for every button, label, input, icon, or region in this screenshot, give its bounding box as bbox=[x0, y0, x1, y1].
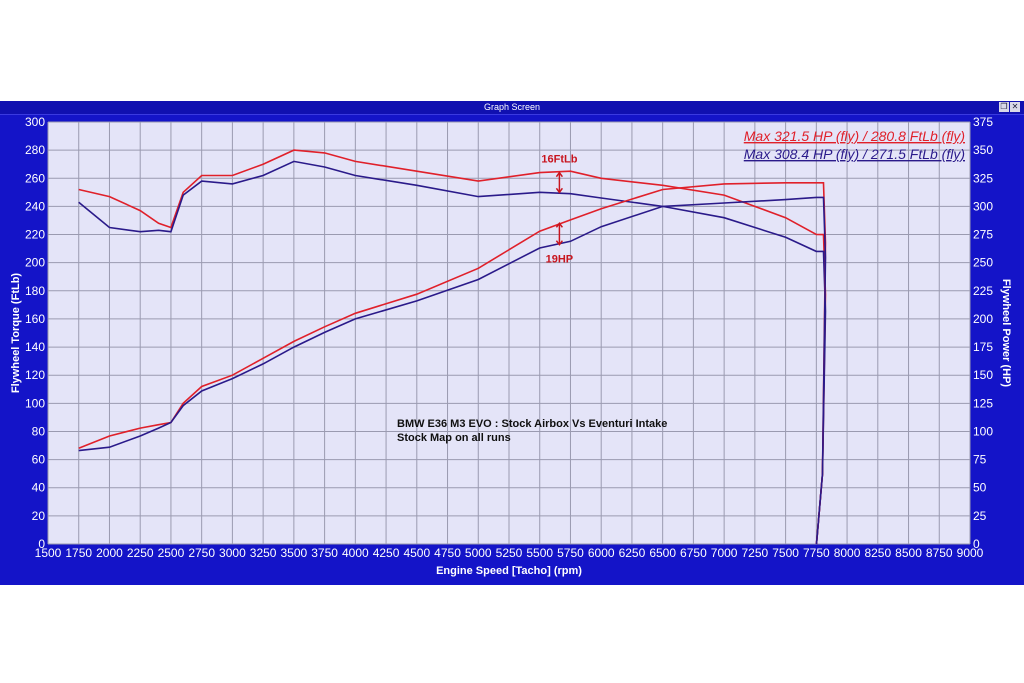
y2-tick-label: 375 bbox=[973, 115, 993, 129]
y2-tick-label: 175 bbox=[973, 340, 993, 354]
x-tick-label: 3750 bbox=[311, 546, 338, 560]
y-tick-label: 120 bbox=[25, 368, 45, 382]
x-tick-label: 8000 bbox=[834, 546, 861, 560]
series-line bbox=[78, 196, 827, 545]
x-tick-label: 6750 bbox=[680, 546, 707, 560]
y-tick-label: 100 bbox=[25, 396, 45, 410]
y-tick-label: 20 bbox=[32, 509, 46, 523]
x-tick-label: 2750 bbox=[188, 546, 215, 560]
torque-delta-label: 16FtLb bbox=[541, 154, 577, 166]
y-tick-label: 300 bbox=[25, 115, 45, 129]
x-tick-label: 2250 bbox=[127, 546, 154, 560]
close-icon[interactable]: ✕ bbox=[1010, 102, 1020, 112]
y2-tick-label: 150 bbox=[973, 368, 993, 382]
x-tick-label: 1750 bbox=[65, 546, 92, 560]
graph-window: Graph Screen ❐ ✕ 1500 1750 2000 2250 2500 275… bbox=[0, 101, 1024, 585]
y-tick-label: 180 bbox=[25, 284, 45, 298]
legend-blue: Max 308.4 HP (fly) / 271.5 FtLb (fly) bbox=[744, 146, 965, 162]
y-tick-label: 200 bbox=[25, 256, 45, 270]
y-tick-label: 0 bbox=[38, 537, 45, 551]
y2-axis-title: Flywheel Power (HP) bbox=[1000, 279, 1012, 388]
y-tick-label: 40 bbox=[32, 481, 46, 495]
legend-red: Max 321.5 HP (fly) / 280.8 FtLb (fly) bbox=[744, 128, 965, 144]
y2-tick-label: 125 bbox=[973, 396, 993, 410]
y2-tick-label: 75 bbox=[973, 453, 987, 467]
chart-note-subtitle: Stock Map on all runs bbox=[397, 432, 511, 444]
x-tick-label: 5250 bbox=[496, 546, 523, 560]
window-title: Graph Screen bbox=[483, 102, 541, 112]
y-tick-label: 80 bbox=[32, 424, 46, 438]
x-tick-label: 7000 bbox=[711, 546, 738, 560]
x-tick-label: 6000 bbox=[588, 546, 615, 560]
x-tick-label: 3000 bbox=[219, 546, 246, 560]
y2-tick-label: 100 bbox=[973, 424, 993, 438]
x-tick-label: 5500 bbox=[526, 546, 553, 560]
y-tick-label: 140 bbox=[25, 340, 45, 354]
x-tick-label: 9000 bbox=[957, 546, 984, 560]
dyno-chart: 1500 1750 2000 2250 2500 2750 3000 3250 3500 3750… bbox=[10, 115, 1012, 577]
x-tick-label: 2000 bbox=[96, 546, 123, 560]
x-tick-label: 8250 bbox=[864, 546, 891, 560]
x-tick-label: 7250 bbox=[742, 546, 769, 560]
y-tick-label: 220 bbox=[25, 228, 45, 242]
x-tick-label: 8500 bbox=[895, 546, 922, 560]
series-line bbox=[78, 160, 827, 545]
power-delta-label: 19HP bbox=[546, 254, 574, 266]
y2-tick-label: 275 bbox=[973, 228, 993, 242]
x-tick-label: 5750 bbox=[557, 546, 584, 560]
x-tick-label: 1500 bbox=[35, 546, 62, 560]
chart-note-title: BMW E36 M3 EVO : Stock Airbox Vs Eventur… bbox=[397, 418, 667, 430]
x-tick-label: 8750 bbox=[926, 546, 953, 560]
y2-tick-label: 350 bbox=[973, 143, 993, 157]
y2-tick-label: 225 bbox=[973, 284, 993, 298]
y2-tick-label: 0 bbox=[973, 537, 980, 551]
y2-tick-label: 250 bbox=[973, 256, 993, 270]
x-tick-label: 6500 bbox=[649, 546, 676, 560]
x-tick-label: 4500 bbox=[403, 546, 430, 560]
x-tick-label: 7500 bbox=[772, 546, 799, 560]
y2-tick-label: 200 bbox=[973, 312, 993, 326]
x-tick-label: 4000 bbox=[342, 546, 369, 560]
restore-icon[interactable]: ❐ bbox=[999, 102, 1009, 112]
x-tick-label: 3250 bbox=[250, 546, 277, 560]
y-tick-label: 280 bbox=[25, 143, 45, 157]
y2-tick-label: 25 bbox=[973, 509, 987, 523]
x-axis-title: Engine Speed [Tacho] (rpm) bbox=[436, 565, 582, 577]
x-tick-label: 7750 bbox=[803, 546, 830, 560]
x-tick-label: 5000 bbox=[465, 546, 492, 560]
x-tick-label: 6250 bbox=[619, 546, 646, 560]
title-bar: Graph Screen ❐ ✕ bbox=[0, 101, 1024, 115]
y-tick-label: 260 bbox=[25, 171, 45, 185]
x-tick-label: 4750 bbox=[434, 546, 461, 560]
x-tick-label: 3500 bbox=[281, 546, 308, 560]
y-tick-label: 240 bbox=[25, 199, 45, 213]
series-line bbox=[78, 149, 827, 545]
x-tick-label: 2500 bbox=[158, 546, 185, 560]
y2-tick-label: 50 bbox=[973, 481, 987, 495]
y-tick-label: 160 bbox=[25, 312, 45, 326]
y2-tick-label: 325 bbox=[973, 171, 993, 185]
y-axis-title: Flywheel Torque (FtLb) bbox=[10, 273, 22, 394]
y-tick-label: 60 bbox=[32, 453, 46, 467]
y2-tick-label: 300 bbox=[973, 199, 993, 213]
x-tick-label: 4250 bbox=[373, 546, 400, 560]
